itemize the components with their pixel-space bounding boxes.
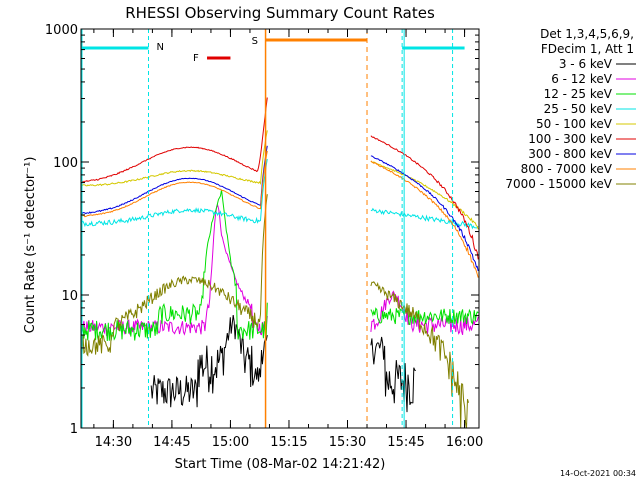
series-line-2-1 [370, 307, 479, 326]
series-line-6-0 [81, 145, 268, 215]
y-tick-label-3: 1000 [45, 23, 78, 38]
series-line-7-1 [370, 160, 479, 278]
plot-frame [80, 28, 480, 429]
series-line-7-0 [80, 150, 268, 218]
x-tick-label-6: 16:00 [446, 435, 483, 450]
legend-label-8: 7000 - 15000 keV [505, 177, 612, 191]
series-line-0-1 [370, 336, 416, 413]
series-line-5-1 [370, 135, 479, 260]
series-line-4-1 [370, 160, 479, 230]
chart-title: RHESSI Observing Summary Count Rates [125, 4, 435, 22]
series-line-8-1 [370, 281, 469, 429]
y-axis-label: Count Rate (s⁻¹ detector⁻¹) [23, 157, 38, 334]
legend-header-0: Det 1,3,4,5,6,9, [540, 27, 634, 41]
s-label: S [252, 36, 258, 47]
timestamp: 14-Oct-2021 00:34 [560, 469, 636, 478]
series-line-6-1 [370, 155, 479, 272]
axes: 1 10 100 1000 14:30 14:45 15:00 15:15 15:30 15:45… [45, 23, 483, 450]
legend-label-6: 300 - 800 keV [528, 147, 612, 161]
x-tick-label-0: 14:30 [95, 435, 132, 450]
x-tick-label-4: 15:30 [329, 435, 366, 450]
series-line-2-0 [80, 189, 268, 342]
legend-label-2: 12 - 25 keV [544, 87, 613, 101]
x-axis-label: Start Time (08-Mar-02 14:21:42) [175, 457, 386, 472]
series-line-8-0 [80, 194, 268, 357]
plot-area: N S F [80, 29, 479, 429]
legend-label-7: 800 - 7000 keV [521, 162, 613, 176]
legend-label-1: 6 - 12 keV [551, 72, 613, 86]
x-tick-label-2: 15:00 [212, 435, 249, 450]
series-line-1-0 [80, 203, 268, 337]
f-label: F [193, 53, 199, 64]
n-label: N [157, 42, 164, 53]
x-tick-label-3: 15:15 [270, 435, 307, 450]
x-tick-label-5: 15:45 [387, 435, 424, 450]
legend-header-1: FDecim 1, Att 1 [541, 42, 634, 56]
legend: Det 1,3,4,5,6,9,FDecim 1, Att 13 - 6 keV… [505, 27, 636, 191]
y-tick-label-0: 1 [70, 422, 78, 437]
x-tick-label-1: 14:45 [153, 435, 190, 450]
legend-label-5: 100 - 300 keV [528, 132, 612, 146]
series-line-5-0 [80, 97, 268, 184]
y-tick-label-2: 100 [53, 156, 78, 171]
series-line-4-0 [80, 130, 268, 187]
legend-label-4: 50 - 100 keV [536, 117, 613, 131]
series-line-3-0 [80, 158, 268, 228]
y-tick-label-1: 10 [61, 289, 78, 304]
series-line-3-1 [370, 207, 479, 230]
series-line-0-0 [150, 315, 268, 408]
legend-label-3: 25 - 50 keV [544, 102, 613, 116]
legend-label-0: 3 - 6 keV [559, 57, 613, 71]
